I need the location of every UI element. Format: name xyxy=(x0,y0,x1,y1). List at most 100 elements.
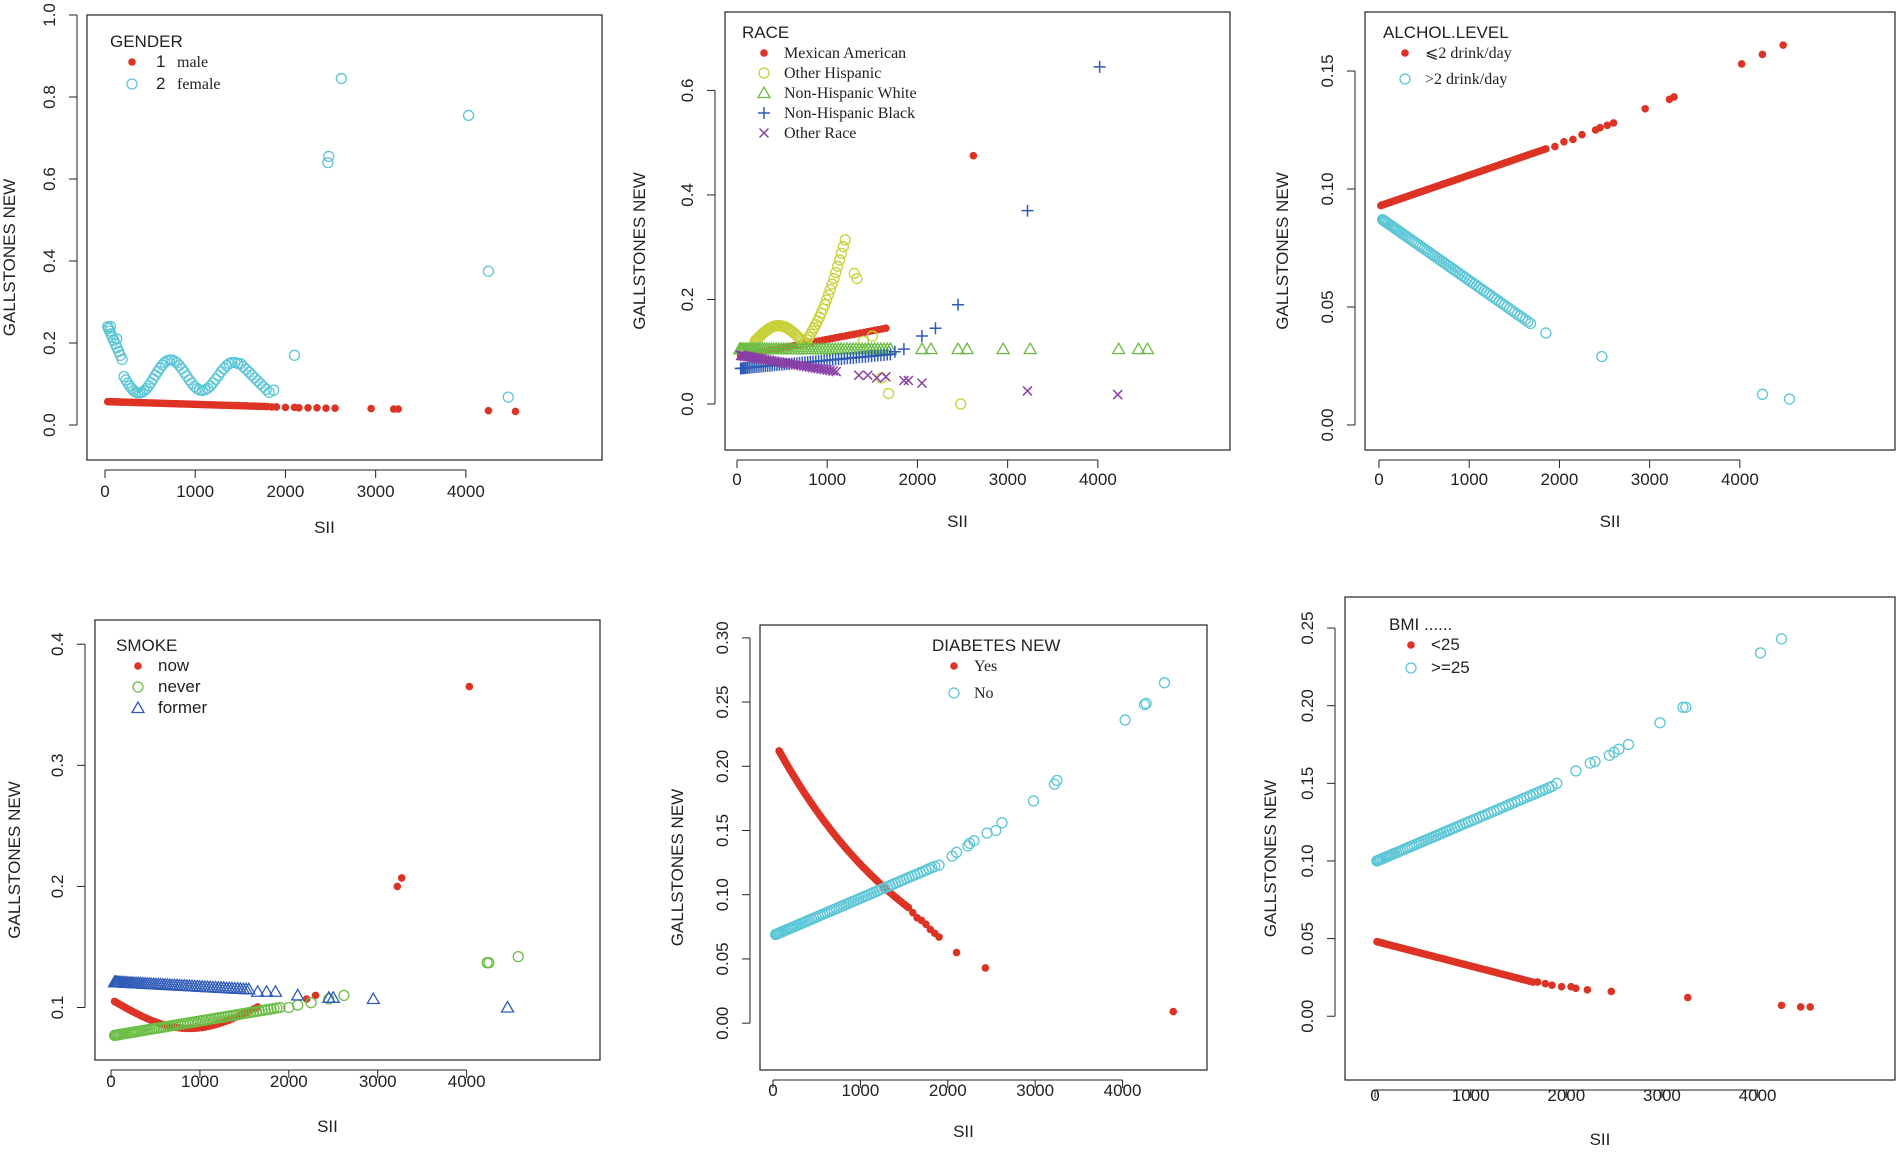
x-tick-label: 4000 xyxy=(1739,1086,1777,1105)
y-axis-label: GALLSTONES NEW xyxy=(5,781,24,938)
data-point xyxy=(272,403,281,411)
data-point xyxy=(1758,50,1767,59)
y-tick-label: 0.6 xyxy=(678,79,697,103)
plot-area xyxy=(769,677,1178,1016)
data-point xyxy=(1596,350,1608,363)
chart-panel-3: 0 1000 2000 3000 4000 0.00 0.05 0.10 0.15 SII GALL… xyxy=(1273,11,1896,531)
data-point xyxy=(828,272,840,285)
legend-label: never xyxy=(158,677,201,696)
data-point xyxy=(831,366,842,377)
y-tick-label: 0.25 xyxy=(1298,612,1317,645)
legend-marker xyxy=(758,107,770,119)
legend-marker xyxy=(128,58,136,66)
data-point xyxy=(502,391,514,403)
data-point xyxy=(1796,1003,1805,1011)
legend-code: 2 xyxy=(156,74,165,93)
data-point xyxy=(104,320,117,333)
series-no xyxy=(769,677,1171,941)
data-point xyxy=(835,247,848,260)
plot-area xyxy=(1376,41,1796,405)
y-tick-label: 0.2 xyxy=(40,331,59,355)
x-tick-label: 2000 xyxy=(929,1081,967,1100)
data-point xyxy=(1522,315,1534,328)
data-point xyxy=(260,383,272,396)
data-point xyxy=(250,984,265,997)
x-tick-label: 0 xyxy=(1374,470,1383,489)
x-tick-label: 4000 xyxy=(447,482,485,501)
data-point xyxy=(833,254,846,266)
series--2-drink-day xyxy=(1377,41,1787,210)
legend: ALCHOL.LEVEL ⩽2 drink/day >2 drink/day xyxy=(1383,23,1512,88)
data-point xyxy=(268,984,283,997)
data-point xyxy=(1542,145,1550,153)
x-tick-label: 4000 xyxy=(1079,470,1117,489)
data-point xyxy=(1584,757,1596,769)
data-point xyxy=(866,330,878,342)
data-point xyxy=(1680,701,1692,713)
data-point xyxy=(212,369,225,382)
data-point xyxy=(1609,119,1618,127)
y-tick-label: 0.05 xyxy=(1298,922,1317,955)
y-axis-label: GALLSTONES NEW xyxy=(1273,172,1292,329)
legend-label: former xyxy=(158,698,207,717)
data-point xyxy=(1670,93,1678,101)
data-point xyxy=(952,948,961,957)
legend-title: BMI ...... xyxy=(1389,615,1452,634)
legend-marker xyxy=(1407,641,1415,649)
legend-label: Non-Hispanic White xyxy=(784,85,917,102)
data-point xyxy=(313,403,321,412)
data-point xyxy=(302,995,311,1003)
y-axis-label: GALLSTONES NEW xyxy=(1261,780,1280,937)
data-point xyxy=(1093,60,1106,73)
data-point xyxy=(1622,738,1635,751)
data-point xyxy=(1641,104,1649,113)
data-point xyxy=(1572,984,1580,993)
chart-panel-2: 0 1000 2000 3000 4000 0.0 0.2 0.4 0.6 SII GALLSTON… xyxy=(630,11,1231,531)
legend-label: Other Race xyxy=(784,125,856,142)
data-point xyxy=(500,1000,515,1013)
data-point xyxy=(1533,978,1542,986)
data-point xyxy=(959,341,975,355)
legend-marker xyxy=(1401,49,1409,57)
x-tick-label: 0 xyxy=(732,470,741,489)
y-tick-label: 0.20 xyxy=(1298,689,1317,722)
x-tick-label: 4000 xyxy=(1104,1081,1142,1100)
data-point xyxy=(1783,393,1796,405)
legend-marker xyxy=(1399,73,1411,85)
data-point xyxy=(1737,60,1746,68)
data-point xyxy=(366,991,381,1005)
x-tick-label: 2000 xyxy=(1541,470,1579,489)
legend-marker xyxy=(758,67,770,79)
legend-marker xyxy=(950,662,958,670)
x-tick-label: 3000 xyxy=(1643,1086,1681,1105)
data-point xyxy=(1756,388,1769,400)
data-point xyxy=(871,372,882,383)
legend-title: DIABETES NEW xyxy=(932,636,1060,655)
legend-marker xyxy=(1405,662,1417,674)
data-point xyxy=(1112,389,1123,400)
data-point xyxy=(511,407,520,416)
y-tick-label: 0.0 xyxy=(40,413,59,437)
data-point xyxy=(1540,327,1552,339)
legend-label: Non-Hispanic Black xyxy=(784,105,915,122)
data-point xyxy=(909,908,917,917)
data-point xyxy=(397,874,406,882)
data-point xyxy=(1583,986,1592,994)
data-point xyxy=(274,1001,286,1014)
data-point xyxy=(1027,795,1040,807)
x-axis-label: SII xyxy=(953,1122,974,1141)
x-tick-label: 0 xyxy=(100,482,109,501)
y-tick-label: 0.15 xyxy=(1298,767,1317,800)
chart-panel-5: 0 1000 2000 3000 4000 0.00 0.05 0.10 0.15 0.20 0.2… xyxy=(668,621,1208,1141)
series-other-race xyxy=(735,350,1123,400)
data-point xyxy=(922,920,930,929)
data-point xyxy=(322,404,330,412)
data-point xyxy=(882,387,895,400)
data-point xyxy=(1777,1001,1786,1010)
data-point xyxy=(367,404,375,413)
plot-frame xyxy=(86,14,603,461)
data-point xyxy=(950,341,966,355)
data-point xyxy=(935,933,943,941)
x-tick-label: 2000 xyxy=(1547,1086,1585,1105)
